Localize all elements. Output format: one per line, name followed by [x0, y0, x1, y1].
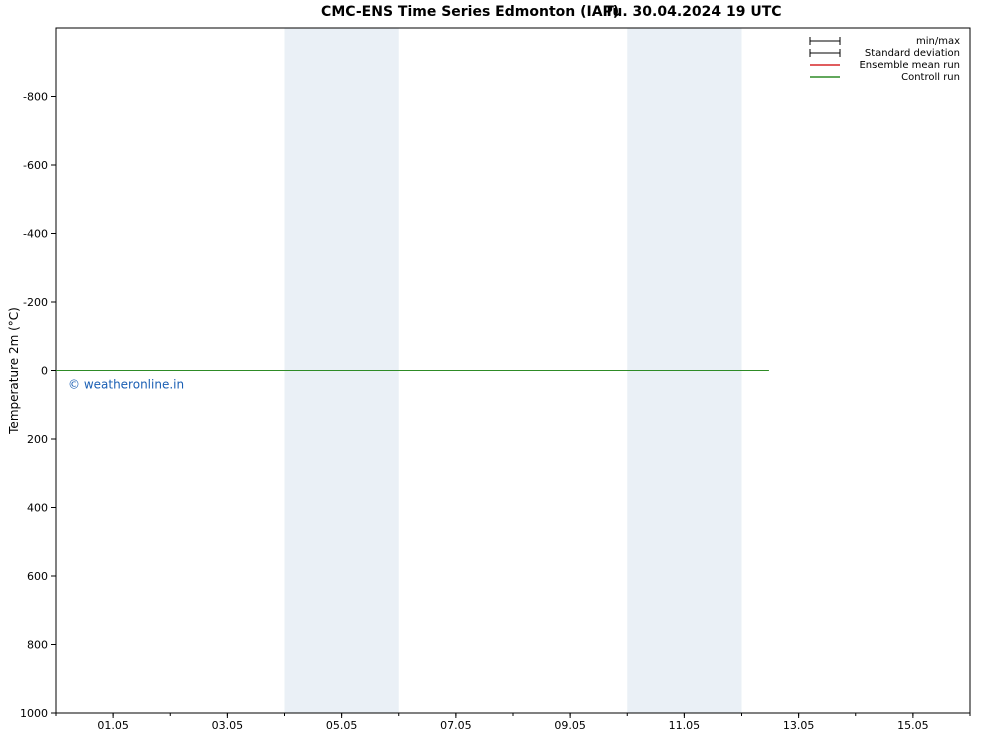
x-tick-label: 07.05 — [440, 719, 472, 732]
legend-label: Ensemble mean run — [859, 60, 960, 71]
chart-title-right: Tu. 30.04.2024 19 UTC — [604, 4, 781, 20]
x-tick-label: 09.05 — [554, 719, 586, 732]
x-tick-label: 15.05 — [897, 719, 929, 732]
legend-label: Standard deviation — [865, 48, 960, 59]
legend-label: min/max — [916, 36, 960, 47]
watermark: © weatheronline.in — [68, 378, 184, 392]
chart-container: -800 -600 -400 -200 0 200 400 600 800 1000 01.05 03… — [0, 0, 1000, 733]
y-axis-label: Temperature 2m (°C) — [7, 307, 21, 435]
timeseries-chart: -800 -600 -400 -200 0 200 400 600 800 1000 01.05 03… — [0, 0, 1000, 733]
legend-label: Controll run — [901, 72, 960, 83]
x-tick-label: 03.05 — [212, 719, 244, 732]
chart-title-left: CMC-ENS Time Series Edmonton (IAP) — [321, 4, 619, 20]
y-tick-label: 800 — [27, 639, 48, 652]
x-tick-label: 11.05 — [669, 719, 701, 732]
y-tick-label: -600 — [23, 159, 48, 172]
x-tick-label: 05.05 — [326, 719, 358, 732]
y-tick-label: -400 — [23, 228, 48, 241]
y-tick-label: 200 — [27, 433, 48, 446]
x-tick-label: 13.05 — [783, 719, 815, 732]
y-tick-label: -200 — [23, 296, 48, 309]
y-tick-label: -800 — [23, 91, 48, 104]
y-tick-label: 1000 — [20, 707, 48, 720]
y-tick-label: 400 — [27, 502, 48, 515]
y-tick-label: 600 — [27, 570, 48, 583]
x-tick-label: 01.05 — [97, 719, 129, 732]
y-tick-label: 0 — [41, 365, 48, 378]
